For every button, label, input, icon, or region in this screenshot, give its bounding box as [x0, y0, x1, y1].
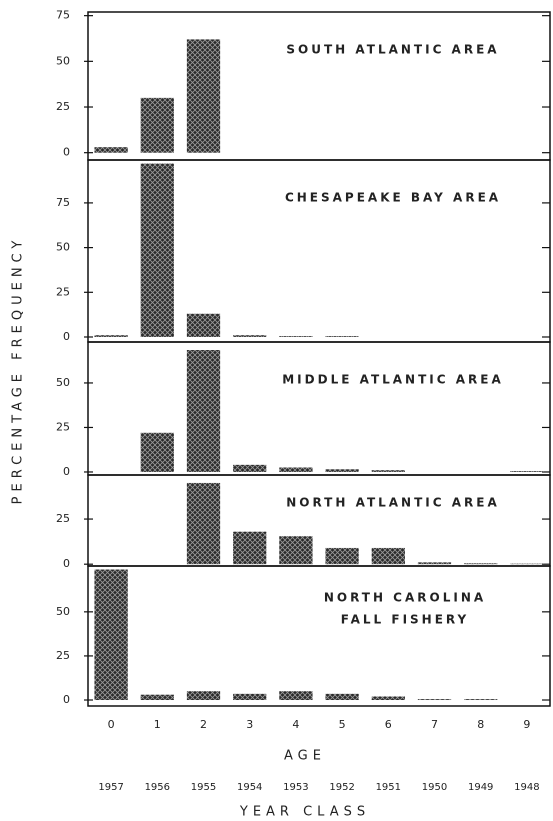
- year-class-label: 1951: [376, 782, 401, 793]
- bar: [417, 699, 452, 701]
- year-class-label: 1950: [422, 782, 447, 793]
- bar: [186, 313, 221, 337]
- x-tick-label: 0: [108, 718, 115, 731]
- x-tick-label: 6: [385, 718, 392, 731]
- y-tick-label: 50: [56, 241, 70, 254]
- x-tick-label: 4: [292, 718, 299, 731]
- y-tick-label: 0: [63, 693, 70, 706]
- x-tick-label: 7: [431, 718, 438, 731]
- bar: [325, 336, 359, 337]
- bar: [279, 336, 313, 337]
- bar: [140, 432, 174, 472]
- y-tick-label: 25: [56, 100, 70, 113]
- bar: [279, 467, 313, 472]
- y-tick-label: 75: [56, 9, 70, 22]
- bar: [94, 569, 128, 701]
- bar: [186, 482, 221, 565]
- bar: [94, 147, 128, 153]
- bar: [140, 97, 174, 153]
- bar: [510, 471, 544, 472]
- panel-title: FALL FISHERY: [341, 613, 469, 627]
- y-tick-label: 25: [56, 420, 70, 433]
- bar: [371, 470, 405, 472]
- bar: [371, 696, 405, 701]
- year-class-label: 1954: [237, 782, 262, 793]
- bar: [417, 562, 452, 565]
- y-tick-label: 0: [63, 465, 70, 478]
- panel-title: CHESAPEAKE BAY AREA: [285, 191, 501, 205]
- bar: [325, 469, 359, 472]
- y-tick-label: 25: [56, 512, 70, 525]
- bar: [233, 464, 267, 472]
- bar: [464, 563, 498, 565]
- year-class-label: 1953: [283, 782, 308, 793]
- bar: [233, 335, 267, 337]
- year-class-label: 1952: [329, 782, 354, 793]
- x2-axis-label: YEAR CLASS: [239, 805, 370, 820]
- panel-title: SOUTH ATLANTIC AREA: [286, 43, 499, 57]
- bar: [140, 694, 174, 701]
- bar: [186, 350, 221, 472]
- bar: [464, 699, 498, 701]
- bar: [325, 693, 359, 701]
- panel-title: MIDDLE ATLANTIC AREA: [282, 373, 504, 387]
- year-class-label: 1948: [514, 782, 539, 793]
- x-tick-label: 5: [339, 718, 346, 731]
- year-class-label: 1949: [468, 782, 493, 793]
- year-class-label: 1957: [98, 782, 123, 793]
- y-tick-label: 50: [56, 54, 70, 67]
- y-tick-label: 50: [56, 376, 70, 389]
- y-axis-label: PERCENTAGE FREQUENCY: [11, 236, 26, 505]
- panel-frame: [87, 565, 551, 707]
- x-tick-label: 9: [523, 718, 530, 731]
- x-tick-label: 2: [200, 718, 207, 731]
- panel-title: NORTH CAROLINA: [324, 591, 486, 605]
- x-tick-label: 8: [477, 718, 484, 731]
- y-tick-label: 25: [56, 285, 70, 298]
- bar: [94, 335, 128, 337]
- bar: [279, 691, 313, 701]
- bar: [186, 691, 221, 701]
- y-tick-label: 0: [63, 146, 70, 159]
- bar: [325, 547, 359, 565]
- panel-frame: [87, 474, 551, 567]
- bar: [233, 531, 267, 565]
- year-class-label: 1956: [145, 782, 170, 793]
- bar: [279, 536, 313, 565]
- y-tick-label: 0: [63, 330, 70, 343]
- y-tick-label: 25: [56, 649, 70, 662]
- y-tick-label: 0: [63, 557, 70, 570]
- y-tick-label: 75: [56, 196, 70, 209]
- x-tick-label: 1: [154, 718, 161, 731]
- panel-title: NORTH ATLANTIC AREA: [286, 496, 500, 510]
- x-tick-label: 3: [246, 718, 253, 731]
- bar: [186, 39, 221, 153]
- bar: [510, 563, 544, 565]
- bar: [140, 163, 174, 337]
- bar: [233, 693, 267, 701]
- bar: [371, 547, 405, 565]
- year-class-label: 1955: [191, 782, 216, 793]
- x-axis-label: AGE: [284, 749, 326, 764]
- y-tick-label: 50: [56, 605, 70, 618]
